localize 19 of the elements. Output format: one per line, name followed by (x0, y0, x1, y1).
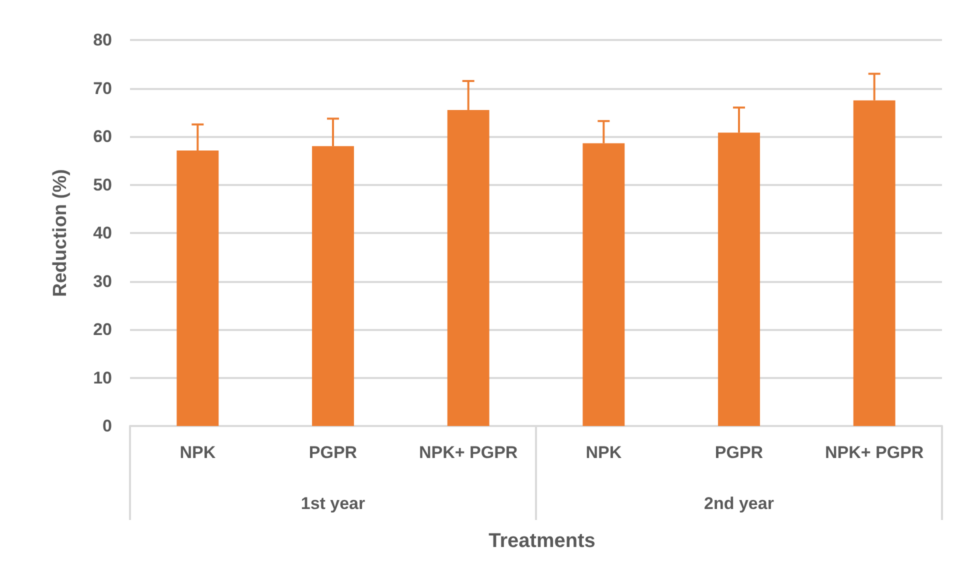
x-tick-label: NPK (586, 443, 622, 462)
x-axis-title: Treatments (488, 530, 596, 552)
x-tick-label: NPK+ PGPR (824, 443, 924, 462)
text: 1st year (300, 494, 366, 513)
y-tick-label: 80 (93, 30, 112, 50)
x-tick-label: PGPR (308, 443, 358, 462)
y-tick-label: 40 (93, 224, 112, 242)
x-tick-label: PGPR (714, 443, 764, 462)
text: 2nd year (704, 494, 774, 513)
y-tick-label: 60 (93, 127, 112, 146)
y-tick-label: 0 (102, 416, 112, 436)
y-tick-label: 20 (93, 320, 112, 339)
y-tick-label: 70 (93, 78, 112, 98)
y-tick-label: 10 (93, 368, 112, 388)
x-tick-label: NPK+ PGPR (418, 443, 518, 462)
y-tick-label: 30 (93, 272, 112, 291)
x-tick-label: NPK (180, 443, 216, 462)
y-axis-title: Reduction (%) (50, 169, 71, 297)
y-tick-label: 50 (93, 175, 112, 194)
